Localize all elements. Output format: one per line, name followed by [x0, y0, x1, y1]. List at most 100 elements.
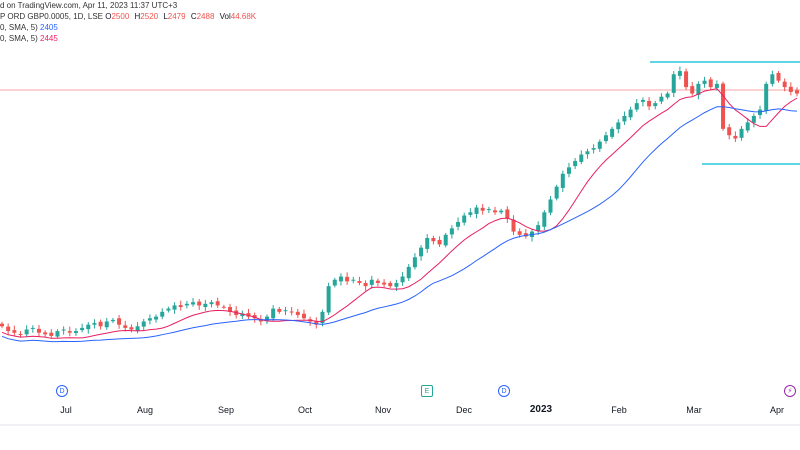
candle-body	[721, 83, 726, 129]
month-label: 2023	[529, 404, 553, 415]
candle-body	[493, 210, 498, 213]
candle-body	[542, 212, 547, 227]
candle-body	[622, 116, 627, 122]
candle-body	[135, 326, 140, 332]
candle-body	[301, 313, 306, 319]
candle-body	[203, 303, 208, 308]
candle-body	[554, 186, 559, 199]
volume-label: Vol	[219, 12, 231, 21]
candle-body	[739, 128, 744, 138]
candle-body	[548, 199, 553, 213]
month-label: Aug	[136, 405, 154, 415]
candle-body	[110, 319, 115, 322]
candle-body	[6, 326, 11, 332]
candle-body	[764, 83, 769, 111]
candle-body	[209, 302, 214, 305]
month-label: Mar	[686, 405, 702, 415]
candle-body	[788, 86, 793, 92]
candle-body	[160, 311, 165, 317]
candle-body	[573, 160, 578, 167]
candle-body	[215, 301, 220, 306]
ma2-legend[interactable]: 0, SMA, 5) 2445	[0, 34, 58, 43]
candle-body	[431, 238, 436, 242]
candle-body	[129, 327, 134, 330]
high-value: 2520	[140, 12, 159, 21]
ma1-label: 0, SMA, 5)	[0, 23, 38, 32]
candle-body	[117, 318, 122, 325]
candle-body	[104, 321, 109, 328]
attribution-text: d on TradingView.com, Apr 11, 2023 11:37…	[0, 1, 178, 10]
candle-body	[603, 135, 608, 142]
candle-body	[511, 219, 516, 232]
month-label: Apr	[769, 405, 785, 415]
candle-body	[98, 321, 103, 327]
candle-body	[486, 209, 491, 211]
volume-value: 44.68K	[230, 12, 257, 21]
candle-body	[628, 109, 633, 118]
month-label: Dec	[455, 405, 473, 415]
candle-body	[616, 122, 621, 130]
candle-body	[369, 279, 374, 285]
candle-body	[191, 302, 196, 305]
month-label: Nov	[374, 405, 392, 415]
candle-body	[456, 221, 461, 227]
candle-body	[474, 207, 479, 214]
candle-body	[382, 282, 387, 285]
candle-body	[265, 316, 269, 321]
close-label: C	[190, 12, 197, 21]
candle-body	[61, 329, 66, 331]
candle-body	[782, 81, 787, 88]
candle-body	[412, 257, 417, 268]
candle-body	[714, 83, 719, 89]
candle-body	[634, 103, 639, 110]
candle-body	[517, 231, 522, 235]
low-label: L	[163, 12, 168, 21]
candle-body	[0, 323, 4, 327]
dividend-event-icon[interactable]: D	[56, 385, 68, 397]
candle-body	[437, 239, 442, 245]
candle-body	[246, 313, 251, 317]
candle-body	[566, 167, 571, 174]
open-label: O	[105, 12, 112, 21]
ma2-label: 0, SMA, 5)	[0, 34, 38, 43]
candle-body	[449, 228, 454, 235]
candle-body	[640, 99, 645, 102]
candle-body	[708, 79, 713, 88]
dividend-event-icon[interactable]: D	[498, 385, 510, 397]
split-event-icon[interactable]: ⚡	[784, 385, 796, 397]
candle-body	[659, 96, 664, 102]
candle-body	[388, 282, 393, 287]
candle-body	[523, 233, 528, 237]
candle-body	[30, 327, 35, 329]
ohlc-line: P ORD GBP0.0005, 1D, LSE O2500 H2520 L24…	[0, 12, 259, 21]
month-label: Feb	[611, 405, 627, 415]
candle-body	[357, 281, 362, 283]
chart-header-line1: d on TradingView.com, Apr 11, 2023 11:37…	[0, 1, 177, 10]
ma-fast-line	[1, 88, 798, 339]
candle-body	[665, 93, 670, 98]
candle-body	[24, 329, 29, 335]
candle-body	[462, 215, 467, 223]
candle-body	[591, 148, 596, 150]
candle-body	[92, 323, 97, 325]
open-value: 2500	[111, 12, 130, 21]
candle-body	[351, 279, 356, 281]
candle-body	[419, 247, 424, 257]
candle-body	[43, 332, 48, 335]
candle-body	[295, 311, 300, 316]
earnings-event-icon[interactable]: E	[421, 385, 433, 397]
candle-body	[536, 225, 541, 231]
candle-body	[480, 207, 485, 211]
candle-body	[123, 325, 128, 328]
candle-body	[18, 333, 23, 335]
candle-body	[277, 308, 282, 312]
candle-body	[154, 316, 159, 320]
ma1-legend[interactable]: 0, SMA, 5) 2405	[0, 23, 58, 32]
candle-body	[289, 311, 294, 313]
candle-body	[400, 276, 405, 283]
candle-body	[375, 280, 380, 283]
candle-body	[776, 72, 781, 81]
candle-body	[12, 330, 17, 333]
candle-body	[178, 305, 183, 308]
